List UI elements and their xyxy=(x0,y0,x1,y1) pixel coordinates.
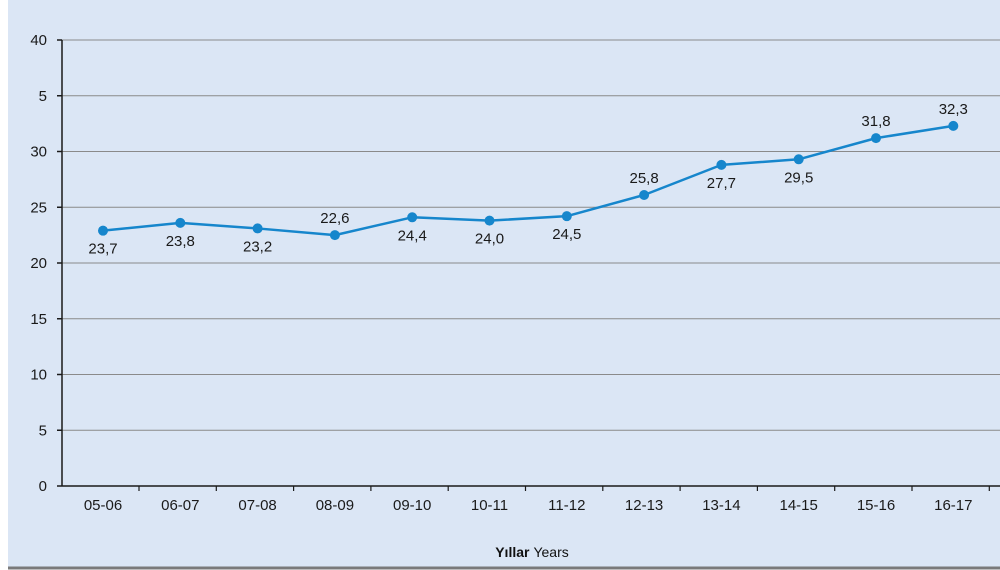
data-label: 23,2 xyxy=(243,238,272,255)
data-label: 24,5 xyxy=(552,226,581,243)
y-tick-label: 15 xyxy=(30,311,47,328)
axes xyxy=(57,39,1000,491)
data-point xyxy=(639,189,650,200)
data-point xyxy=(948,120,959,131)
x-tick-label: 05-06 xyxy=(84,497,122,514)
data-point xyxy=(175,217,186,228)
x-tick-labels: 05-06 06-07 07-08 08-09 09-10 10-11 11-12 12-13… xyxy=(84,497,973,514)
chart-background xyxy=(8,0,1000,568)
x-tick-label: 10-11 xyxy=(471,497,508,514)
x-axis-title-normal: Years xyxy=(533,544,568,560)
data-point xyxy=(716,159,727,170)
data-label: 31,8 xyxy=(861,113,890,130)
data-label: 24,4 xyxy=(398,227,427,244)
data-point xyxy=(407,212,418,223)
y-tick-label: 40 xyxy=(30,32,47,49)
data-labels: 23,7 23,8 23,2 22,6 24,4 24,0 24,5 25,8 27,7 29,5… xyxy=(88,101,968,258)
data-label: 29,5 xyxy=(784,169,813,186)
grid-lines xyxy=(62,39,1000,431)
y-tick-label: 25 xyxy=(30,199,47,216)
y-tick-labels: 0 5 10 15 20 25 30 5 40 xyxy=(30,32,47,495)
data-label: 32,3 xyxy=(939,101,968,118)
x-axis-title-bold: Yıllar xyxy=(495,544,530,560)
y-tick-label: 5 xyxy=(39,88,47,105)
series-line xyxy=(102,124,954,237)
x-tick-label: 16-17 xyxy=(934,497,972,514)
data-point xyxy=(98,225,108,236)
data-label: 23,7 xyxy=(88,241,117,258)
x-tick-label: 08-09 xyxy=(316,497,354,514)
x-tick-label: 06-07 xyxy=(161,497,199,514)
series-line-path xyxy=(102,124,954,237)
x-tick-label: 09-10 xyxy=(393,497,431,514)
x-tick-label: 12-13 xyxy=(625,497,663,514)
y-tick-label: 0 xyxy=(39,478,47,495)
data-point xyxy=(329,230,340,241)
x-axis-title: Yıllar Years xyxy=(495,544,569,560)
data-point xyxy=(484,215,495,226)
data-label: 25,8 xyxy=(629,170,658,187)
y-tick-label: 20 xyxy=(30,255,47,272)
x-tick-label: 13-14 xyxy=(702,497,740,514)
data-point xyxy=(793,154,804,165)
data-label: 23,8 xyxy=(166,233,195,250)
data-points xyxy=(98,120,959,241)
x-tick-label: 14-15 xyxy=(780,497,818,514)
x-tick-label: 11-12 xyxy=(548,497,585,514)
data-point xyxy=(871,133,881,144)
x-tick-label: 15-16 xyxy=(857,497,895,514)
data-point xyxy=(252,223,263,234)
y-tick-label: 30 xyxy=(30,144,47,161)
data-point xyxy=(561,211,572,222)
data-label: 22,6 xyxy=(320,210,349,227)
x-tick-label: 07-08 xyxy=(238,497,276,514)
y-tick-label: 10 xyxy=(30,367,47,384)
y-tick-label: 5 xyxy=(39,422,47,439)
data-label: 27,7 xyxy=(707,175,736,192)
data-label: 24,0 xyxy=(475,231,504,248)
